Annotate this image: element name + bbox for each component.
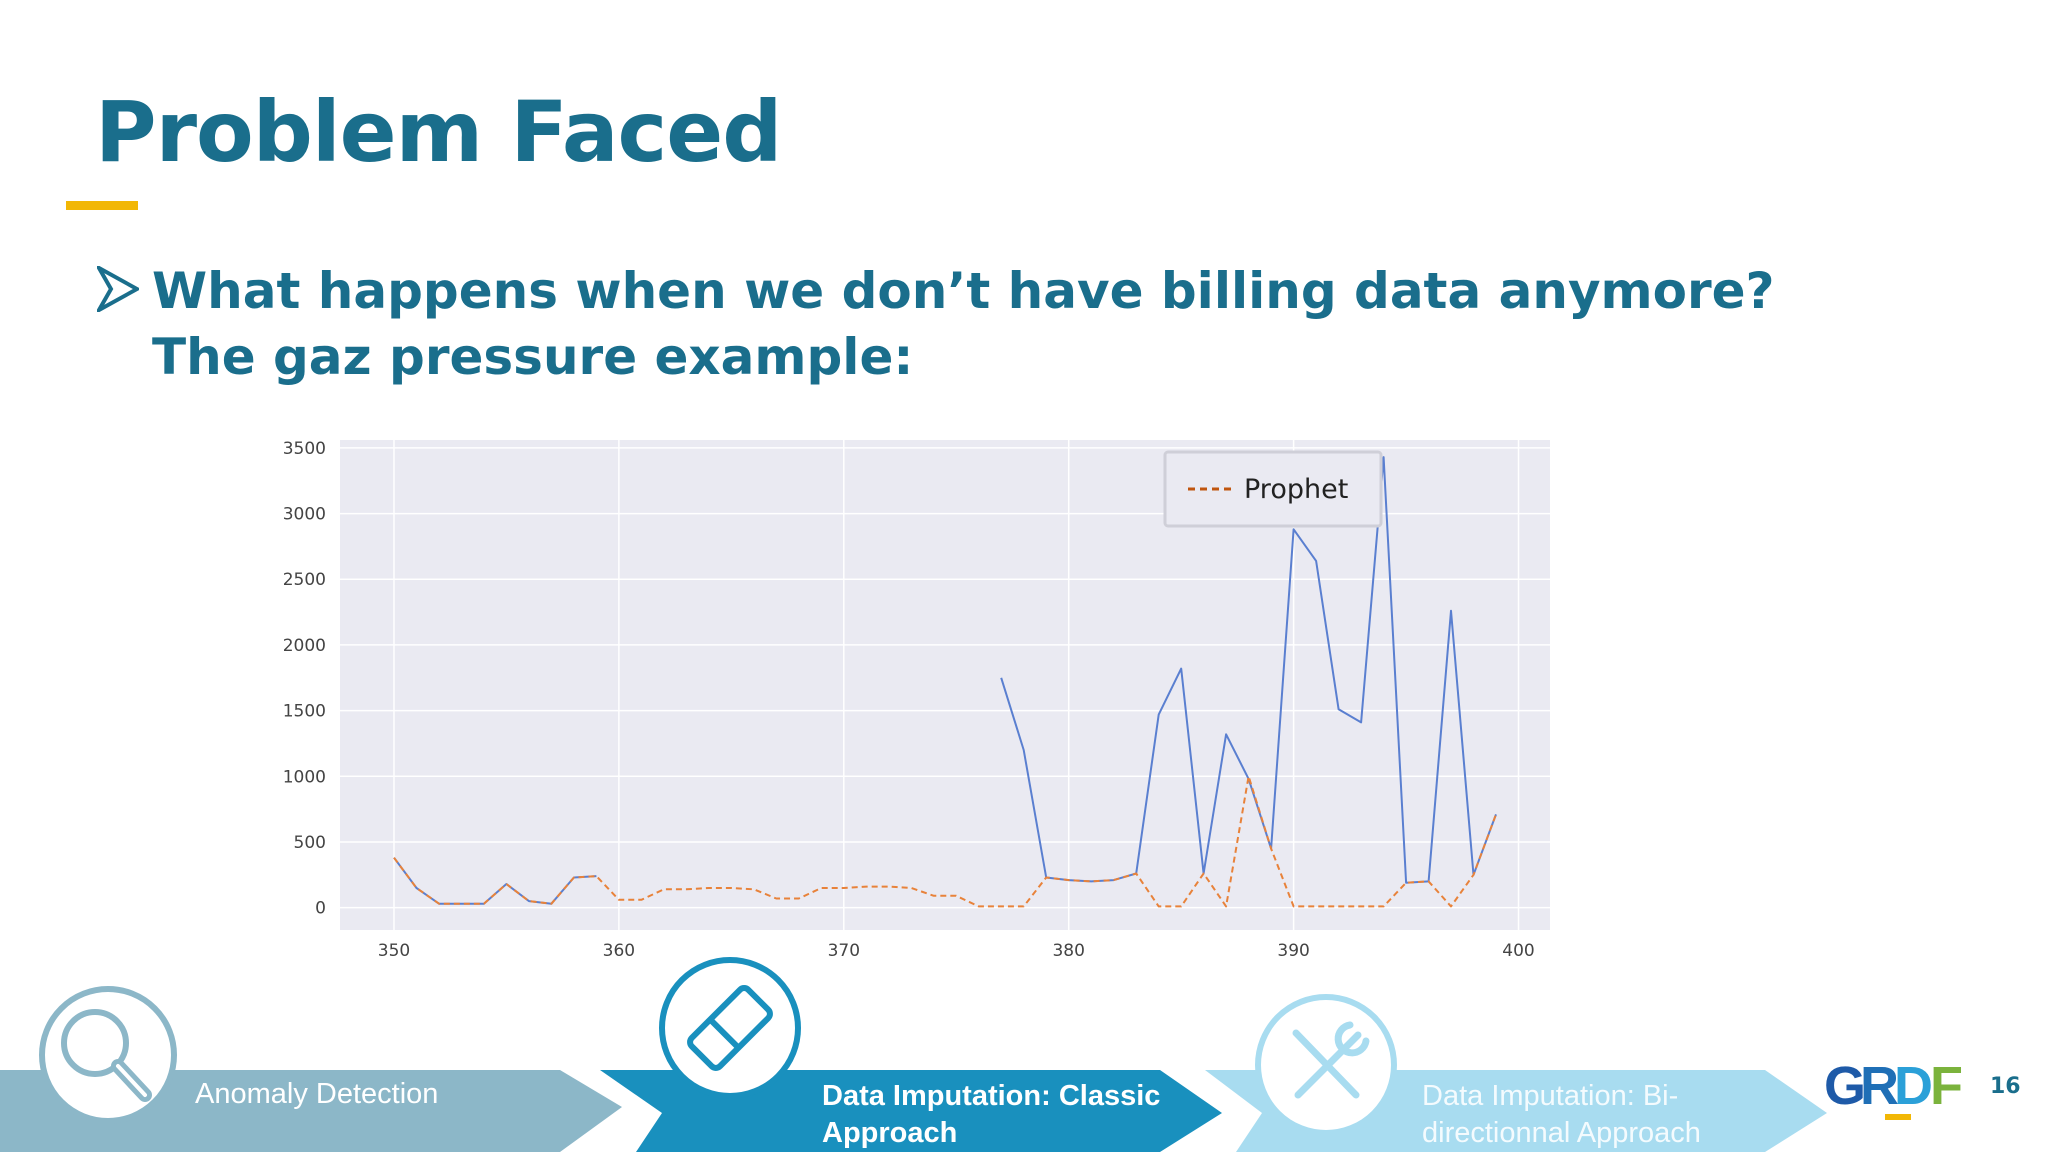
tools-icon (1292, 1021, 1370, 1099)
svg-text:G: G (1824, 1056, 1863, 1116)
step-classic-imputation: Data Imputation: Classic Approach (822, 1080, 1161, 1149)
x-tick-label: 360 (603, 941, 635, 961)
grdf-logo: G R D F (1824, 1056, 1965, 1116)
bullet-text: What happens when we don’t have billing … (152, 262, 1775, 386)
step2-circle (659, 957, 801, 1099)
page-number: 16 (1990, 1074, 2021, 1099)
y-tick-label: 0 (315, 899, 326, 919)
x-tick-label: 350 (378, 941, 410, 961)
line-chart: 350 360 370 380 390 400 0 500 1000 1500 2000 2500 30… (270, 430, 1590, 970)
y-tick-label: 500 (294, 833, 326, 853)
svg-text:D: D (1894, 1056, 1931, 1116)
x-tick-label: 390 (1277, 941, 1309, 961)
y-tick-label: 1000 (283, 767, 326, 787)
series-layer (393, 456, 1497, 908)
y-tick-label: 3000 (283, 505, 326, 525)
step1-circle (39, 986, 177, 1124)
x-tick-label: 400 (1502, 941, 1534, 961)
legend-box (1163, 450, 1383, 528)
steps-graphic (0, 957, 1827, 1152)
y-tick-label: 1500 (283, 702, 326, 722)
process-steps (0, 955, 2048, 1152)
title-underline (66, 201, 138, 210)
prophet-series-line (393, 775, 1497, 908)
x-tick-label: 370 (828, 941, 860, 961)
chart-svg: 350 360 370 380 390 400 0 500 1000 1500 2000 2500 30… (283, 439, 1550, 961)
step-bidirectional-imputation: Data Imputation: Bi-directionnal Approac… (1422, 1080, 1701, 1149)
x-tick-label: 380 (1052, 941, 1084, 961)
legend: Prophet (1163, 450, 1383, 528)
eraser-icon (687, 985, 773, 1071)
svg-text:R: R (1860, 1056, 1898, 1116)
step3-circle (1255, 994, 1397, 1136)
svg-text:F: F (1930, 1056, 1962, 1116)
arrow-bullet-icon (97, 266, 139, 312)
tick-labels: 350 360 370 380 390 400 0 500 1000 1500 2000 2500 30… (283, 439, 1535, 961)
step-anomaly-detection: Anomaly Detection (195, 1078, 439, 1110)
legend-label-prophet: Prophet (1244, 474, 1348, 505)
logo-accent (1885, 1114, 1911, 1120)
y-tick-label: 2500 (283, 570, 326, 590)
magnifier-icon (61, 1009, 152, 1102)
y-tick-label: 3500 (283, 439, 326, 459)
grid-lines (340, 440, 1550, 930)
slide-title: Problem Faced (95, 83, 782, 181)
y-tick-label: 2000 (283, 636, 326, 656)
